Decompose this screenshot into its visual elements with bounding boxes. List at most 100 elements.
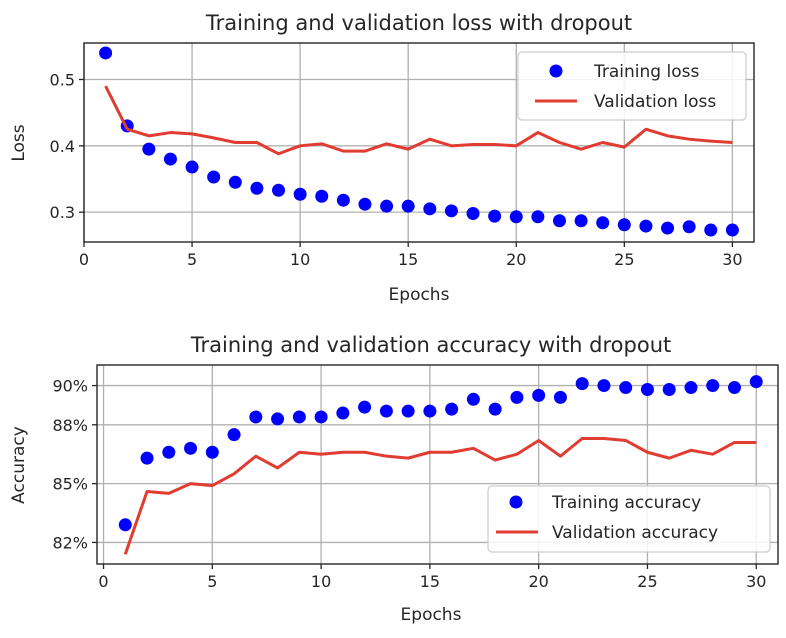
data-point-training-loss xyxy=(488,209,502,223)
legend-label-validation-loss: Validation loss xyxy=(594,92,716,112)
data-point-training-accuracy xyxy=(314,410,328,424)
data-point-training-loss xyxy=(661,221,675,235)
accuracy-y-tick-label: 90% xyxy=(52,377,88,396)
data-point-training-accuracy xyxy=(184,441,198,455)
data-point-training-loss xyxy=(99,46,113,60)
data-point-training-accuracy xyxy=(358,400,372,414)
data-point-training-loss xyxy=(185,160,199,174)
data-point-training-accuracy xyxy=(249,410,263,424)
loss-y-tick-label: 0.3 xyxy=(50,203,75,222)
legend-marker-training-loss xyxy=(549,64,563,78)
accuracy-y-axis-label: Accuracy xyxy=(9,426,29,504)
loss-x-tick-label: 5 xyxy=(187,250,197,269)
data-point-training-loss xyxy=(163,152,177,166)
loss-y-axis-label: Loss xyxy=(9,124,29,161)
loss-x-tick-label: 25 xyxy=(614,250,634,269)
accuracy-legend-box xyxy=(487,485,771,553)
data-point-training-accuracy xyxy=(423,404,437,418)
accuracy-chart: Training and validation accuracy with dr… xyxy=(9,333,779,625)
accuracy-y-tick-label: 85% xyxy=(52,475,88,494)
data-point-training-accuracy xyxy=(532,388,546,402)
loss-x-tick-label: 30 xyxy=(722,250,742,269)
data-point-training-loss xyxy=(682,220,696,234)
loss-y-tick-label: 0.4 xyxy=(50,137,75,156)
data-point-training-accuracy xyxy=(445,402,459,416)
accuracy-x-tick-label: 30 xyxy=(746,572,766,591)
data-point-training-accuracy xyxy=(162,445,176,459)
data-point-training-accuracy xyxy=(401,404,415,418)
accuracy-y-tick-label: 88% xyxy=(52,416,88,435)
data-point-training-loss xyxy=(228,175,242,189)
data-point-training-accuracy xyxy=(227,428,241,442)
data-point-training-loss xyxy=(423,202,437,216)
data-point-training-accuracy xyxy=(271,412,285,426)
data-point-training-accuracy xyxy=(575,377,589,391)
data-point-training-loss xyxy=(725,223,739,237)
data-point-training-loss xyxy=(380,199,394,213)
data-point-training-accuracy xyxy=(466,392,480,406)
accuracy-x-tick-label: 5 xyxy=(207,572,217,591)
data-point-training-accuracy xyxy=(619,381,633,395)
accuracy-plot-frame xyxy=(96,364,779,565)
accuracy-x-axis-label: Epochs xyxy=(401,605,462,625)
legend-marker-training-accuracy xyxy=(509,495,523,509)
accuracy-chart-title: Training and validation accuracy with dr… xyxy=(190,333,672,357)
loss-x-tick-label: 10 xyxy=(290,250,310,269)
data-point-training-loss xyxy=(639,219,653,233)
data-point-training-loss xyxy=(596,216,610,230)
loss-chart-title: Training and validation loss with dropou… xyxy=(205,11,632,35)
data-point-training-accuracy xyxy=(706,379,720,393)
data-point-training-loss xyxy=(142,142,156,156)
data-point-training-loss xyxy=(207,170,221,184)
loss-legend-box xyxy=(517,51,747,121)
data-point-training-loss xyxy=(444,204,458,218)
data-point-training-accuracy xyxy=(336,406,350,420)
data-point-training-accuracy xyxy=(749,375,763,389)
data-point-training-loss xyxy=(574,214,588,228)
data-point-training-loss xyxy=(509,210,523,224)
data-point-training-accuracy xyxy=(379,404,393,418)
data-point-training-loss xyxy=(358,197,372,211)
accuracy-x-tick-label: 20 xyxy=(528,572,548,591)
legend-label-training-accuracy: Training accuracy xyxy=(551,493,701,513)
data-point-training-accuracy xyxy=(292,410,306,424)
data-point-training-loss xyxy=(466,206,480,220)
loss-x-axis-label: Epochs xyxy=(389,285,450,305)
data-point-training-loss xyxy=(272,183,286,197)
data-point-training-accuracy xyxy=(553,390,567,404)
loss-x-tick-label: 20 xyxy=(506,250,526,269)
accuracy-x-tick-label: 25 xyxy=(637,572,657,591)
loss-plot-frame xyxy=(83,42,755,243)
data-point-training-accuracy xyxy=(140,451,154,465)
data-point-training-loss xyxy=(401,199,415,213)
data-point-training-loss xyxy=(531,210,545,224)
data-point-training-loss xyxy=(552,214,566,228)
loss-chart: Training and validation loss with dropou… xyxy=(9,11,755,305)
legend-label-validation-accuracy: Validation accuracy xyxy=(552,523,718,543)
data-point-training-accuracy xyxy=(205,445,219,459)
data-point-training-accuracy xyxy=(597,379,611,393)
data-point-training-loss xyxy=(336,193,350,207)
data-point-training-accuracy xyxy=(488,402,502,416)
accuracy-legend: Training accuracy Validation accuracy xyxy=(487,485,771,553)
data-point-training-loss xyxy=(704,223,718,237)
data-point-training-loss xyxy=(250,181,264,195)
data-point-training-loss xyxy=(315,189,329,203)
accuracy-x-tick-label: 0 xyxy=(98,572,108,591)
data-point-training-loss xyxy=(293,187,307,201)
legend-label-training-loss: Training loss xyxy=(593,62,699,82)
data-point-training-accuracy xyxy=(684,381,698,395)
accuracy-x-tick-label: 10 xyxy=(311,572,331,591)
data-point-training-loss xyxy=(617,218,631,232)
loss-x-tick-label: 15 xyxy=(398,250,418,269)
loss-x-tick-label: 0 xyxy=(79,250,89,269)
data-point-training-accuracy xyxy=(640,383,654,397)
series-line-validation-loss xyxy=(104,85,733,156)
accuracy-x-tick-label: 15 xyxy=(420,572,440,591)
data-point-training-accuracy xyxy=(118,518,132,532)
series-line-validation-accuracy xyxy=(123,437,757,555)
accuracy-y-tick-label: 82% xyxy=(52,533,88,552)
loss-legend: Training loss Validation loss xyxy=(517,51,747,121)
data-point-training-accuracy xyxy=(727,381,741,395)
